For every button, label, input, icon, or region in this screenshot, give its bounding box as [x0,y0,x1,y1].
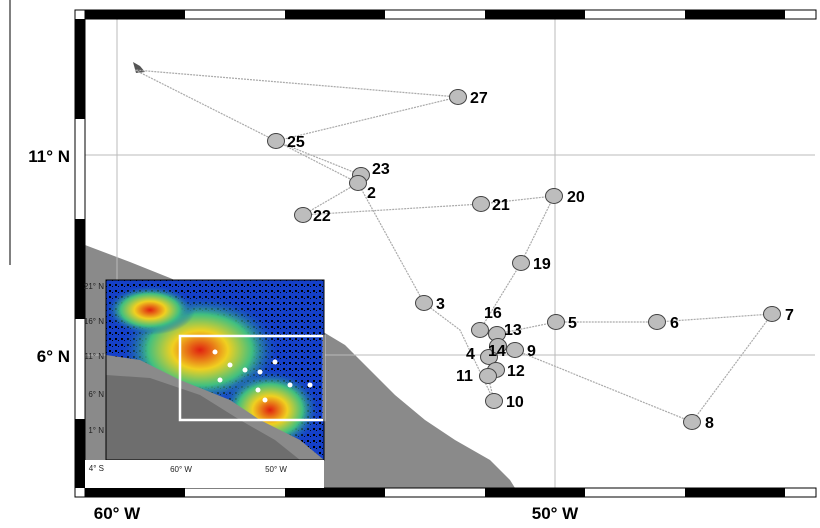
station-marker [295,208,312,223]
station-marker [472,323,489,338]
station-marker [480,369,497,384]
station-label: 23 [372,161,390,178]
station-marker [649,315,666,330]
inset-lat-label: 6° N [88,390,104,399]
inset-lat-label: 21° N [84,282,104,291]
station-marker [684,415,701,430]
station-label: 8 [705,415,714,432]
station-marker [486,394,503,409]
station-label: 20 [567,189,585,206]
station-label: 4 [466,346,475,363]
station-label: 25 [287,134,305,151]
station-label: 6 [670,315,679,332]
inset-lon-label: 50° W [265,465,287,474]
station-marker [450,90,467,105]
station-label: 21 [492,197,510,214]
station-label: 11 [456,368,473,385]
station-label: 10 [506,394,524,411]
station-label: 9 [527,343,536,360]
station-marker [513,256,530,271]
station-marker [507,343,524,358]
inset-lat-label: 1° N [88,426,104,435]
lon-label: 50° W [532,504,579,523]
station-label: 22 [313,208,331,225]
station-label: 14 [488,343,506,360]
inset-lat-label: 11° N [84,352,104,361]
station-marker [764,307,781,322]
station-label: 3 [436,296,445,313]
station-label: 5 [568,315,577,332]
map: 21° N 16° N 11° N 6° N 1° N 4° S 60° W 50° W 60… [0,0,820,523]
station-marker [350,176,367,191]
station-label: 16 [484,305,502,322]
station-marker [548,315,565,330]
station-label: 27 [470,90,488,107]
lat-label: 11° N [28,147,70,166]
station-label: 7 [785,307,794,324]
station-marker [268,134,285,149]
station-label: 2 [367,185,376,202]
station-label: 19 [533,256,551,273]
inset-lat-label: 16° N [84,317,104,326]
station-marker [473,197,490,212]
station-label: 12 [507,363,525,380]
inset-lat-label: 4° S [89,464,104,473]
station-marker [416,296,433,311]
inset-map: 21° N 16° N 11° N 6° N 1° N 4° S 60° W 50° W [84,280,324,488]
station-label: 13 [504,322,522,339]
inset-lon-label: 60° W [170,465,192,474]
lat-label: 6° N [37,347,70,366]
station-marker [546,189,563,204]
lon-label: 60° W [94,504,141,523]
